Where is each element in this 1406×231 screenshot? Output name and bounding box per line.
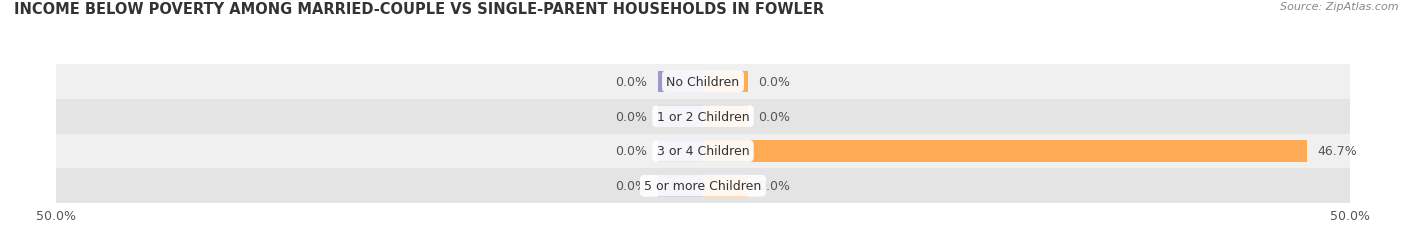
Text: 46.7%: 46.7%	[1317, 145, 1357, 158]
Bar	[703, 106, 748, 128]
Bar	[658, 106, 703, 128]
Text: 0.0%: 0.0%	[616, 145, 647, 158]
Bar	[658, 140, 703, 162]
Text: No Children: No Children	[666, 76, 740, 88]
Bar	[703, 71, 748, 93]
Bar	[56, 65, 1350, 99]
Text: 0.0%: 0.0%	[616, 76, 647, 88]
Bar	[703, 140, 1308, 162]
Text: 0.0%: 0.0%	[616, 179, 647, 192]
Text: INCOME BELOW POVERTY AMONG MARRIED-COUPLE VS SINGLE-PARENT HOUSEHOLDS IN FOWLER: INCOME BELOW POVERTY AMONG MARRIED-COUPL…	[14, 2, 824, 17]
Text: 3 or 4 Children: 3 or 4 Children	[657, 145, 749, 158]
Bar	[658, 71, 703, 93]
Bar	[703, 175, 748, 197]
Text: 0.0%: 0.0%	[759, 110, 790, 123]
Text: 0.0%: 0.0%	[759, 76, 790, 88]
Bar	[56, 99, 1350, 134]
Text: Source: ZipAtlas.com: Source: ZipAtlas.com	[1281, 2, 1399, 12]
Text: 1 or 2 Children: 1 or 2 Children	[657, 110, 749, 123]
Bar	[56, 169, 1350, 203]
Text: 5 or more Children: 5 or more Children	[644, 179, 762, 192]
Bar	[56, 134, 1350, 169]
Text: 0.0%: 0.0%	[759, 179, 790, 192]
Text: 0.0%: 0.0%	[616, 110, 647, 123]
Bar	[658, 175, 703, 197]
